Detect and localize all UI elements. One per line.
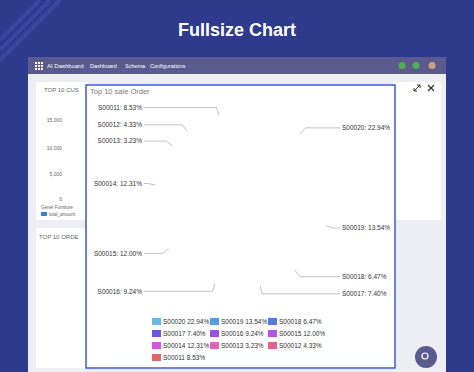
expand-icon[interactable]	[414, 85, 420, 91]
modal	[86, 85, 395, 368]
app-window	[28, 57, 446, 372]
legend-label[interactable]: S00012 4.33%	[279, 342, 322, 349]
apps-icon[interactable]	[35, 62, 43, 70]
legend-swatch	[210, 318, 219, 325]
close-icon[interactable]	[428, 85, 434, 91]
legend-label[interactable]: S00014 12.31%	[163, 342, 209, 349]
legend-label[interactable]: S00017 7.40%	[163, 330, 206, 337]
legend-swatch	[210, 330, 219, 337]
dot	[38, 68, 40, 70]
legend-label[interactable]: S00011 8.53%	[163, 354, 205, 361]
nav-icon[interactable]	[429, 62, 436, 69]
nav-icon[interactable]	[399, 62, 406, 69]
leader-line	[144, 284, 215, 292]
legend-swatch	[152, 318, 161, 325]
data-label: S00020: 22.94%	[342, 124, 390, 131]
legend-label[interactable]: S00016 9.24%	[221, 330, 264, 337]
data-label: S00019: 13.54%	[342, 224, 390, 231]
leader-line	[144, 125, 187, 131]
dot	[38, 62, 40, 64]
leader-line	[144, 141, 173, 146]
legend: S00020 22.94% S00019 13.54% S00018 6.47% S0…	[152, 318, 325, 361]
legend-swatch	[210, 342, 219, 349]
tick-label: 10,000	[47, 145, 63, 151]
leader-line	[144, 107, 219, 115]
chart-title: Top 10 sale Order	[90, 87, 150, 96]
category-label: Gener Furniture	[41, 205, 73, 210]
decoration	[0, 0, 60, 60]
nav-icon[interactable]	[413, 62, 420, 69]
panel	[36, 82, 88, 220]
legend-swatch	[41, 212, 47, 216]
dot	[41, 62, 43, 64]
legend-label[interactable]: S00020 22.94%	[163, 318, 209, 325]
navbar	[28, 57, 446, 74]
data-label: S00016: 9.24%	[98, 288, 143, 295]
panel	[393, 82, 441, 220]
legend-label[interactable]: S00015 12.00%	[279, 330, 325, 337]
legend-swatch	[152, 330, 161, 337]
data-label: S00014: 12.31%	[94, 180, 142, 187]
stripe	[0, 0, 40, 40]
dot	[35, 62, 37, 64]
search-button[interactable]	[415, 346, 437, 368]
search-icon	[422, 353, 428, 359]
data-label: S00015: 12.00%	[94, 250, 142, 257]
legend-label[interactable]: S00013 3.23%	[221, 342, 264, 349]
tick-label: 5,000	[49, 171, 62, 177]
leader-line	[326, 226, 340, 228]
dot	[38, 65, 40, 67]
data-label: S00011: 8.53%	[98, 104, 142, 111]
legend-label: total_amount	[49, 212, 76, 217]
modal-controls[interactable]	[414, 85, 434, 91]
legend-swatch	[268, 342, 277, 349]
legend-swatch	[268, 318, 277, 325]
data-label: S00013: 3.23%	[98, 137, 143, 144]
panel-title: TOP 10 ORDE	[39, 234, 78, 240]
data-label: S00018: 6.47%	[342, 273, 387, 280]
leader-line	[260, 286, 340, 294]
nav-item[interactable]: AI Dashboard	[47, 63, 84, 69]
stripe	[0, 0, 60, 60]
nav-item[interactable]: Schema	[125, 63, 146, 69]
legend-swatch	[268, 330, 277, 337]
panel-title: TOP 10 CUS	[44, 87, 79, 93]
leader-line	[295, 270, 340, 276]
data-label: S00017: 7.40%	[342, 290, 387, 297]
legend-swatch	[152, 354, 161, 361]
leader-line	[300, 128, 340, 134]
dot	[41, 68, 43, 70]
panel	[36, 228, 88, 368]
legend-label[interactable]: S00019 13.54%	[221, 318, 267, 325]
legend-label[interactable]: S00018 6.47%	[279, 318, 322, 325]
stripe	[0, 0, 50, 50]
page-title: Fullsize Chart	[178, 20, 296, 40]
data-labels: S00020: 22.94% S00019: 13.54% S00018: 6.47…	[94, 104, 390, 297]
tick-label: 0	[59, 196, 62, 202]
tick-label: 15,000	[47, 117, 63, 123]
leader-line	[144, 249, 169, 253]
dot	[35, 65, 37, 67]
dot	[41, 65, 43, 67]
dot	[35, 68, 37, 70]
legend-swatch	[152, 342, 161, 349]
leader-line	[144, 183, 155, 184]
nav-item[interactable]: Configurations	[150, 63, 186, 69]
nav-item[interactable]: Dashboard	[90, 63, 117, 69]
data-label: S00012: 4.33%	[98, 121, 143, 128]
canvas: Fullsize Chart AI Dashboard Dashboard Schem…	[0, 0, 474, 372]
